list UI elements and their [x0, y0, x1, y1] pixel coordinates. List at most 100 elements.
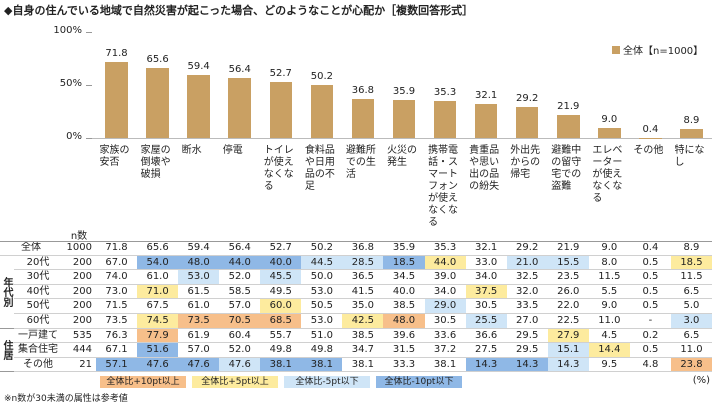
value-label: 59.4 [187, 61, 210, 73]
table-cell: 9.0 [588, 241, 630, 256]
highlight-key: 全体比+5pt以上 [192, 376, 278, 388]
value-label: 52.7 [269, 68, 292, 80]
legend-label: 全体【n=1000】 [623, 46, 704, 57]
legend-swatch [612, 46, 620, 54]
table-cell: 60.0 [260, 299, 302, 314]
table-cell: 6.5 [670, 329, 712, 344]
table-cell: 18.5 [383, 255, 425, 271]
table-cell: 34.0 [465, 270, 507, 285]
table-cell: 11.5 [588, 270, 630, 285]
bar [351, 98, 375, 138]
table-cell: 52.0 [219, 270, 261, 285]
table-cell: 74.0 [96, 270, 138, 285]
table-cell: 38.5 [383, 299, 425, 314]
table-cell: 34.5 [383, 270, 425, 285]
table-cell: 0.5 [629, 343, 671, 358]
table-cell: 26.0 [547, 285, 589, 300]
value-label: 9.0 [601, 114, 618, 126]
table-cell: 61.5 [178, 285, 220, 300]
value-label: 71.8 [105, 47, 128, 59]
table-cell: 33.5 [506, 299, 548, 314]
table-cell: 49.8 [301, 343, 343, 358]
table-cell: 21.0 [506, 255, 548, 271]
table-cell: 71.8 [96, 241, 138, 256]
table-cell: 11.0 [588, 314, 630, 329]
value-label: 0.4 [642, 123, 659, 135]
bar [105, 61, 128, 138]
table-cell: 35.9 [383, 241, 425, 256]
row-n: 200 [62, 299, 96, 314]
table-cell: 14.3 [465, 357, 507, 373]
table-cell: 65.6 [137, 241, 179, 256]
table-cell: 0.5 [629, 299, 671, 314]
table-cell: 5.5 [588, 285, 630, 300]
table-cell: 27.0 [506, 314, 548, 329]
category-label: 避難中の留守宅での盗難 [551, 145, 582, 192]
table-cell: 48.0 [178, 255, 220, 271]
table-cell: 40.0 [383, 285, 425, 300]
table-cell: 57.0 [178, 343, 220, 358]
table-cell: 71.5 [96, 299, 138, 314]
table-cell: 11.5 [670, 270, 712, 285]
value-label: 36.8 [351, 84, 375, 96]
table-cell: 67.0 [96, 256, 138, 271]
table-cell: 61.9 [178, 329, 220, 344]
table-cell: 61.0 [178, 299, 220, 314]
table-cell: 14.4 [588, 343, 630, 358]
table-cell: 32.1 [465, 241, 507, 256]
row-label: その他 [14, 358, 62, 373]
table-cell: 53.0 [301, 314, 343, 329]
row-n: 200 [62, 256, 96, 271]
table-cell: 47.6 [137, 357, 179, 373]
table-cell: 39.6 [383, 329, 425, 344]
table-cell: 15.5 [547, 255, 589, 271]
table-cell: 49.8 [260, 343, 302, 358]
table-cell: 22.0 [547, 299, 589, 314]
table-cell: 37.2 [424, 343, 466, 358]
table-cell: 0.2 [629, 329, 671, 344]
category-label: 家族の安否 [99, 145, 130, 168]
category-label: 特になし [674, 145, 705, 168]
table-cell: 21.9 [547, 241, 589, 256]
table-cell: 54.0 [137, 255, 179, 271]
table-cell: 9.0 [588, 299, 630, 314]
table-cell: 38.1 [260, 357, 302, 373]
table-cell: 4.5 [588, 329, 630, 344]
table-cell: 8.0 [588, 256, 630, 271]
category-label: 避難所での生活 [345, 145, 376, 180]
row-n: 200 [62, 314, 96, 329]
table-cell: 56.4 [219, 241, 261, 256]
table-cell: 3.0 [670, 314, 712, 329]
table-cell: 52.7 [260, 241, 302, 256]
table-cell: 14.3 [547, 357, 589, 373]
row-n: 200 [62, 270, 96, 285]
table-cell: 47.6 [178, 357, 220, 373]
y-tick [86, 138, 92, 139]
table-cell: 40.0 [260, 255, 302, 271]
row-label: 30代 [14, 270, 62, 285]
table-cell: 45.5 [260, 270, 302, 285]
table-cell: 58.5 [219, 285, 261, 300]
table-cell: 38.5 [342, 329, 384, 344]
value-label: 65.6 [146, 54, 169, 66]
table-cell: 50.5 [301, 299, 343, 314]
table-cell: 38.1 [424, 358, 466, 373]
group-label: 住居 [0, 329, 14, 373]
row-label: 20代 [14, 256, 62, 271]
table-cell: 29.5 [506, 343, 548, 358]
table-cell: 15.1 [547, 343, 589, 358]
y-tick [86, 85, 92, 86]
table-cell: 27.9 [547, 328, 589, 344]
table-cell: 74.5 [137, 314, 179, 329]
table-cell: 57.0 [219, 299, 261, 314]
table-cell: 23.8 [670, 357, 712, 373]
table-cell: 33.6 [424, 329, 466, 344]
table-cell: - [629, 314, 671, 329]
row-n: 535 [62, 329, 96, 344]
table-cell: 70.5 [219, 314, 261, 329]
table-cell: 18.5 [670, 255, 712, 271]
row-label: 一戸建て [14, 329, 62, 344]
highlight-key: 全体比-10pt以下 [376, 376, 462, 388]
table-cell: 34.0 [424, 285, 466, 300]
